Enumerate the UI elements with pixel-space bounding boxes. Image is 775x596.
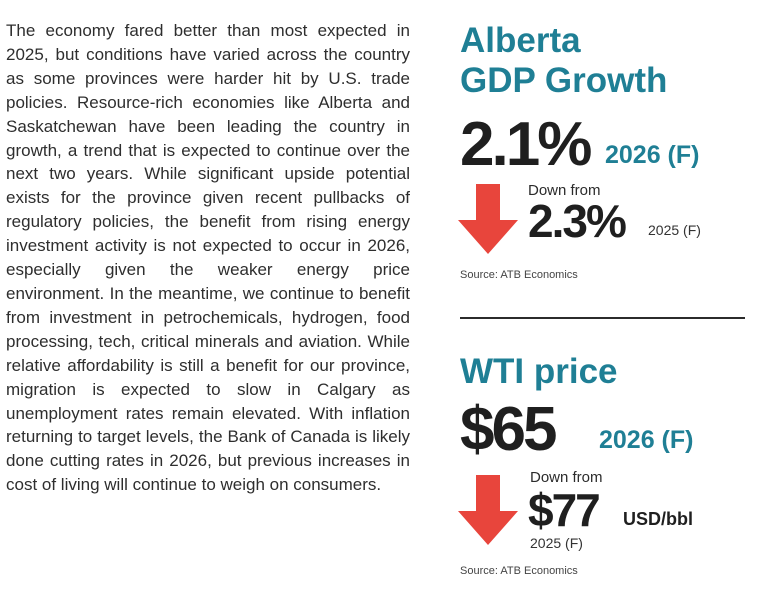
gdp-value: 2.1% xyxy=(460,110,592,179)
wti-previous-value: $77 xyxy=(528,484,601,536)
gdp-title-line1: Alberta xyxy=(460,21,581,60)
article-paragraph: The economy fared better than most expec… xyxy=(6,21,410,495)
wti-title: WTI price xyxy=(460,352,618,391)
wti-period: 2026 (F) xyxy=(599,426,694,454)
down-arrow-icon xyxy=(458,475,518,545)
wti-value: $65 xyxy=(460,395,557,464)
wti-previous-period: 2025 (F) xyxy=(530,535,583,551)
wti-unit: USD/bbl xyxy=(623,509,693,529)
gdp-down-from-label: Down from xyxy=(528,182,601,199)
wti-source: Source: ATB Economics xyxy=(460,565,578,577)
gdp-source: Source: ATB Economics xyxy=(460,269,578,281)
gdp-previous-period: 2025 (F) xyxy=(648,222,701,238)
section-divider xyxy=(460,317,745,319)
down-arrow-icon xyxy=(458,184,518,254)
gdp-title-line2: GDP Growth xyxy=(460,61,668,100)
gdp-previous-value: 2.3% xyxy=(528,195,627,247)
wti-down-from-label: Down from xyxy=(530,469,603,486)
gdp-period: 2026 (F) xyxy=(605,141,700,169)
stats-panel: Alberta GDP Growth 2.1% 2026 (F) Down fr… xyxy=(458,0,760,596)
